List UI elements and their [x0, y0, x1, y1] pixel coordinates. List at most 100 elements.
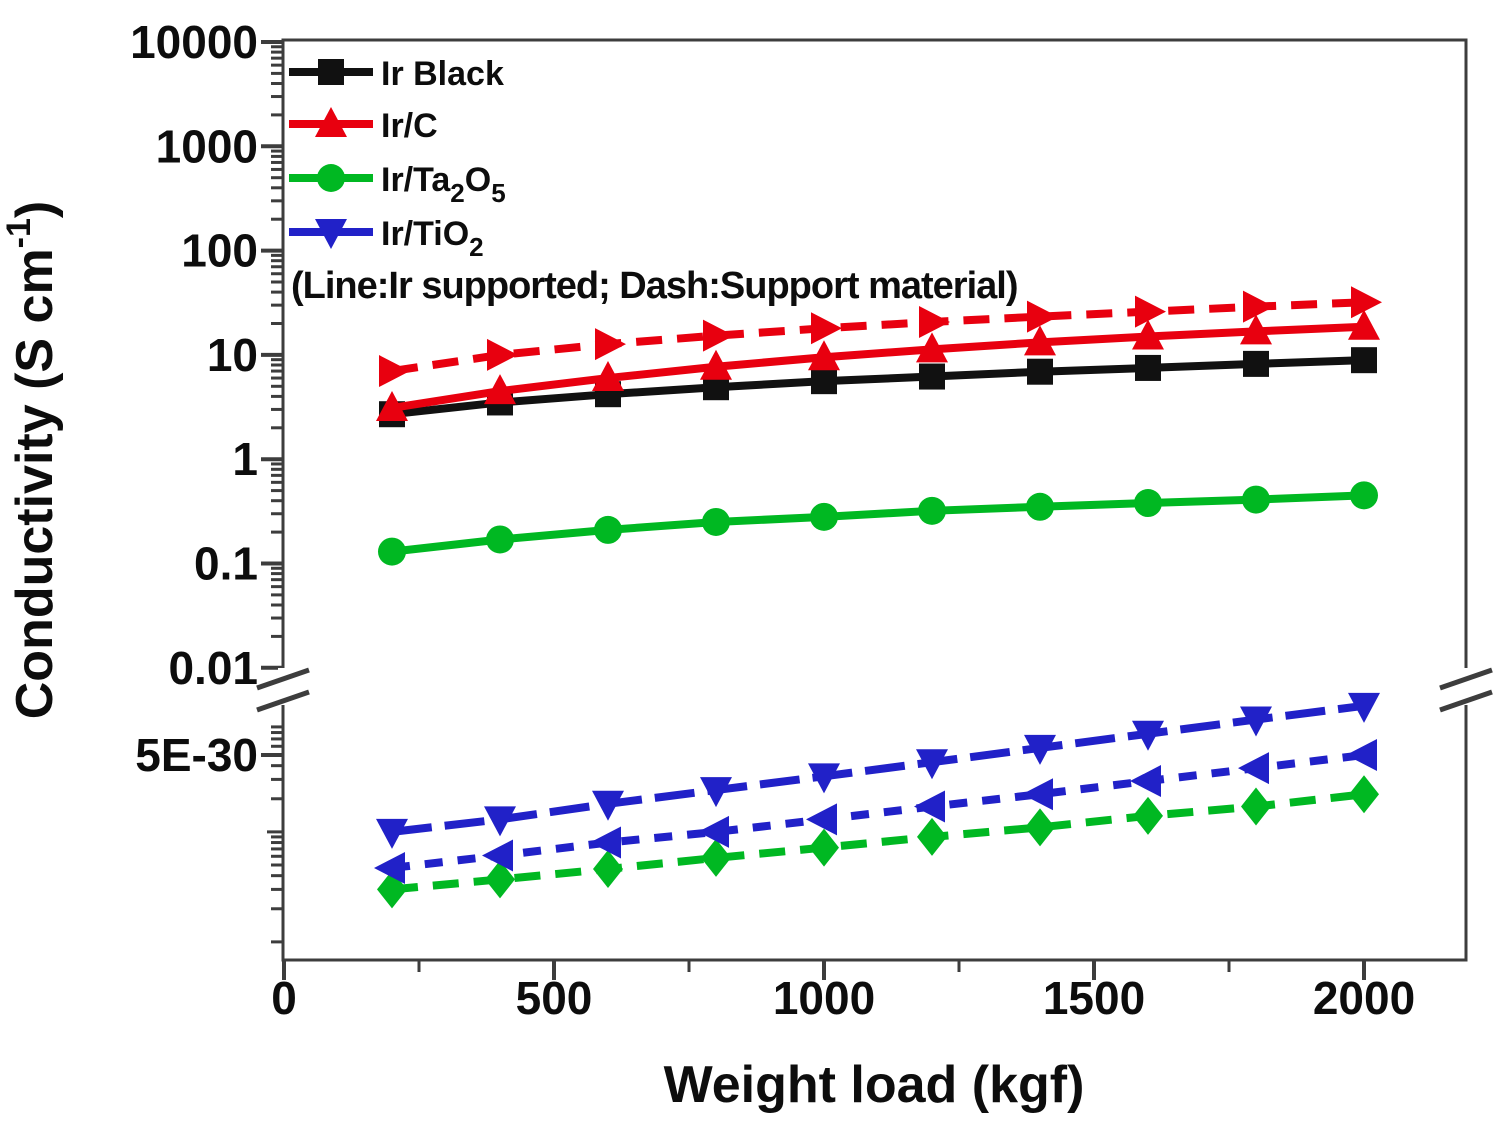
data-point-marker: [1350, 481, 1378, 510]
data-point-marker: [811, 368, 837, 395]
series-line: [391, 356, 1365, 419]
data-point-marker: [1240, 314, 1272, 345]
data-point-marker: [916, 749, 948, 780]
legend-item-label: Ir Black: [381, 55, 504, 93]
data-point-marker: [590, 826, 621, 859]
series-ta2o5-support: [377, 775, 1379, 909]
data-point-marker: [1135, 354, 1161, 381]
data-point-marker: [485, 860, 515, 899]
data-point-marker: [1243, 290, 1274, 323]
data-point-marker: [1026, 492, 1054, 521]
data-point-marker: [1022, 778, 1053, 811]
data-point-marker: [700, 349, 732, 380]
series-ir-tio2: [376, 692, 1380, 849]
legend-item-ir-ta2o5: Ir/Ta2O5: [289, 161, 506, 208]
data-point-marker: [808, 763, 840, 794]
data-point-marker: [482, 839, 513, 872]
x-tick-label: 0: [271, 972, 297, 1024]
y-axis-title: Conductivity (S cm-1): [0, 201, 64, 720]
x-tick-label: 1500: [1043, 972, 1145, 1024]
x-axis-ticks: 0 500 1000 1500 2000: [271, 960, 1415, 1024]
y-tick-label: 10: [207, 329, 258, 381]
legend-item-ir-c: Ir/C: [289, 107, 438, 145]
data-point-marker: [1027, 300, 1058, 333]
data-point-marker: [378, 537, 406, 566]
data-point-marker: [318, 59, 344, 85]
series-line: [391, 790, 1365, 894]
x-axis-title: Weight load (kgf): [664, 1056, 1085, 1114]
data-point-marker: [315, 107, 347, 137]
data-point-marker: [376, 818, 408, 849]
data-point-marker: [317, 164, 345, 192]
x-tick-label: 1000: [773, 972, 875, 1024]
data-point-marker: [1349, 775, 1379, 814]
data-point-marker: [1243, 350, 1269, 377]
data-point-marker: [700, 777, 732, 808]
data-point-marker: [808, 340, 840, 371]
data-point-marker: [1130, 765, 1161, 798]
data-point-marker: [1132, 319, 1164, 350]
y-axis-labels: 10000 1000 100 10 1 0.1 0.01 5E-30: [130, 16, 258, 781]
data-point-marker: [1132, 720, 1164, 751]
data-point-marker: [916, 332, 948, 363]
series-ir-ta2o5: [378, 481, 1378, 566]
series-c-support: [379, 286, 1382, 388]
data-point-marker: [1134, 489, 1162, 518]
data-point-marker: [1133, 796, 1163, 835]
data-point-marker: [315, 219, 347, 249]
data-point-marker: [919, 363, 945, 390]
data-point-marker: [1238, 752, 1269, 785]
series-tio2-support: [374, 739, 1377, 884]
data-point-marker: [702, 507, 730, 536]
legend-item-ir-tio2: Ir/TiO2: [289, 215, 484, 262]
data-point-marker: [703, 319, 734, 352]
y-tick-label: 10000: [130, 16, 258, 68]
data-point-marker: [1024, 325, 1056, 356]
series-line: [391, 491, 1365, 556]
data-point-marker: [379, 355, 410, 388]
data-point-marker: [1135, 295, 1166, 328]
data-point-marker: [1241, 787, 1271, 826]
series-line: [391, 701, 1365, 836]
y-tick-label: 1: [232, 433, 258, 485]
data-point-marker: [1024, 734, 1056, 765]
y-tick-label: 0.01: [168, 642, 258, 694]
data-point-marker: [374, 851, 405, 884]
data-point-marker: [806, 803, 837, 836]
y-tick-label: 1000: [156, 120, 258, 172]
data-point-marker: [698, 815, 729, 848]
legend-item-label: Ir/TiO2: [381, 215, 484, 262]
data-point-marker: [592, 361, 624, 392]
data-point-marker: [593, 849, 623, 888]
legend-note-annotation: (Line:Ir supported; Dash:Support materia…: [291, 265, 1017, 307]
data-point-marker: [1348, 309, 1380, 340]
plot-layer: 10000 1000 100 10 1 0.1 0.01 5E-30 0 500 1000 1500 2…: [130, 16, 1493, 1024]
data-point-marker: [811, 312, 842, 345]
data-point-marker: [1348, 692, 1380, 723]
data-point-marker: [1351, 286, 1382, 319]
data-point-marker: [592, 790, 624, 821]
y-tick-label: 5E-30: [135, 729, 258, 781]
data-point-marker: [919, 305, 950, 338]
data-point-marker: [1027, 358, 1053, 385]
data-point-marker: [1025, 808, 1055, 847]
y-tick-label: 100: [181, 225, 258, 277]
y-axis-ticks: [261, 40, 283, 944]
data-point-marker: [917, 817, 947, 856]
data-point-marker: [1242, 485, 1270, 514]
data-point-marker: [918, 496, 946, 525]
data-point-marker: [484, 806, 516, 837]
data-point-marker: [1351, 347, 1377, 374]
y-tick-label: 0.1: [194, 538, 258, 590]
data-point-marker: [1346, 739, 1377, 771]
axis-break-mark: [256, 667, 310, 713]
data-point-marker: [810, 502, 838, 531]
data-point-marker: [701, 838, 731, 877]
x-tick-label: 2000: [1313, 972, 1415, 1024]
series-line: [391, 322, 1365, 412]
data-point-marker: [1240, 706, 1272, 737]
legend: Ir Black Ir/C Ir/Ta2O5 Ir/TiO2: [289, 55, 506, 262]
legend-item-ir-black: Ir Black: [289, 55, 504, 93]
